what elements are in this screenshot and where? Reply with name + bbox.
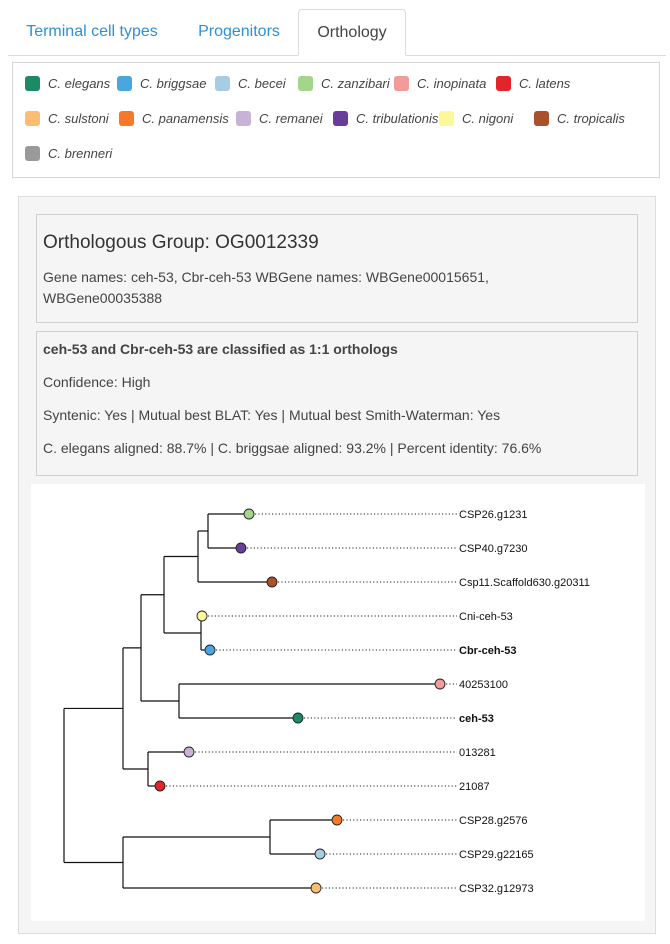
legend-item: C. inopinata [394,74,486,92]
leaf-node[interactable] [292,712,304,724]
legend-label: C. sulstoni [48,110,109,126]
legend-item: C. tribulationis [333,109,438,127]
legend-swatch [25,110,40,126]
legend-label: C. briggsae [140,75,207,91]
legend-swatch [298,75,313,91]
legend-label: C. inopinata [417,75,487,91]
legend-label: C. zanzibari [321,75,390,91]
tab-bar: Terminal cell types Progenitors Ortholog… [8,9,666,56]
leaf-node[interactable] [235,542,247,554]
leaf-node[interactable] [266,576,278,588]
legend-item: C. briggsae [117,74,206,92]
gene-tree: CSP26.g1231 CSP40.g7230 Csp11.Scaffold630.… [31,484,645,921]
leaf-label: CSP26.g1231 [459,509,528,521]
gene-names: Gene names: ceh-53, Cbr-ceh-53 WBGene na… [43,269,489,306]
leaf-label: CSP40.g7230 [459,543,528,555]
legend-item: C. nigoni [439,109,513,127]
leaf-label: Cbr-ceh-53 [459,645,516,657]
legend-label: C. becei [238,75,286,91]
leaf-node[interactable] [154,780,166,792]
legend-label: C. remanei [259,110,323,126]
legend-swatch [496,75,511,91]
synteny-text: Syntenic: Yes | Mutual best BLAT: Yes | … [43,407,501,423]
legend-swatch [394,75,409,91]
legend-item: C. sulstoni [25,109,109,127]
legend-item: C. panamensis [119,109,229,127]
leaf-label: Cni-ceh-53 [459,611,513,623]
legend-swatch [236,110,251,126]
leaf-label: ceh-53 [459,713,494,725]
legend-swatch [534,110,549,126]
legend-swatch [119,110,134,126]
leaf-node[interactable] [183,746,195,758]
legend-label: C. latens [519,75,571,91]
legend-label: C. panamensis [142,110,229,126]
leaf-node[interactable] [196,610,208,622]
classification-heading: ceh-53 and Cbr-ceh-53 are classified as … [43,341,398,357]
classification-card: ceh-53 and Cbr-ceh-53 are classified as … [36,331,638,476]
legend-label: C. nigoni [462,110,514,126]
legend-label: C. tropicalis [557,110,625,126]
alignment-text: C. elegans aligned: 88.7% | C. briggsae … [43,440,542,456]
leaf-node[interactable] [310,882,322,894]
tab-orthology[interactable]: Orthology [298,9,406,56]
legend-label: C. tribulationis [356,110,439,126]
tab-terminal-cell-types[interactable]: Terminal cell types [26,23,158,40]
leaf-node[interactable] [434,678,446,690]
legend-item: C. tropicalis [534,109,625,127]
gene-tree-svg: CSP26.g1231 CSP40.g7230 Csp11.Scaffold630.… [63,508,590,895]
leaf-label: 40253100 [459,679,508,691]
leaf-label: 013281 [459,747,496,759]
legend-swatch [333,110,348,126]
confidence-text: Confidence: High [43,374,151,390]
tab-progenitors[interactable]: Progenitors [198,23,280,40]
leaf-label: CSP29.g22165 [459,849,534,861]
legend-swatch [25,145,40,161]
legend-item: C. remanei [236,109,323,127]
leaf-node[interactable] [204,644,216,656]
leaf-node[interactable] [331,814,343,826]
legend-swatch [25,75,40,91]
legend-swatch [117,75,132,91]
legend-item: C. zanzibari [298,74,390,92]
leaf-node[interactable] [314,848,326,860]
leaf-label: 21087 [459,781,490,793]
legend-swatch [215,75,230,91]
legend-label: C. brenneri [48,145,113,161]
legend-item: C. becei [215,74,286,92]
leaf-label: Csp11.Scaffold630.g20311 [459,577,590,589]
species-legend: C. elegans C. briggsae C. becei C. zanzibar… [12,62,660,178]
group-title: Orthologous Group: OG0012339 [43,232,319,253]
legend-item: C. brenneri [25,144,112,162]
legend-item: C. latens [496,74,570,92]
legend-item: C. elegans [25,74,110,92]
leaf-node[interactable] [243,508,255,520]
leaf-label: CSP28.g2576 [459,815,528,827]
leaf-label: CSP32.g12973 [459,883,534,895]
orthologous-group-card: Orthologous Group: OG0012339 Gene names:… [36,214,638,323]
legend-swatch [439,110,454,126]
legend-label: C. elegans [48,75,111,91]
orthology-panel: Orthologous Group: OG0012339 Gene names:… [18,196,656,934]
